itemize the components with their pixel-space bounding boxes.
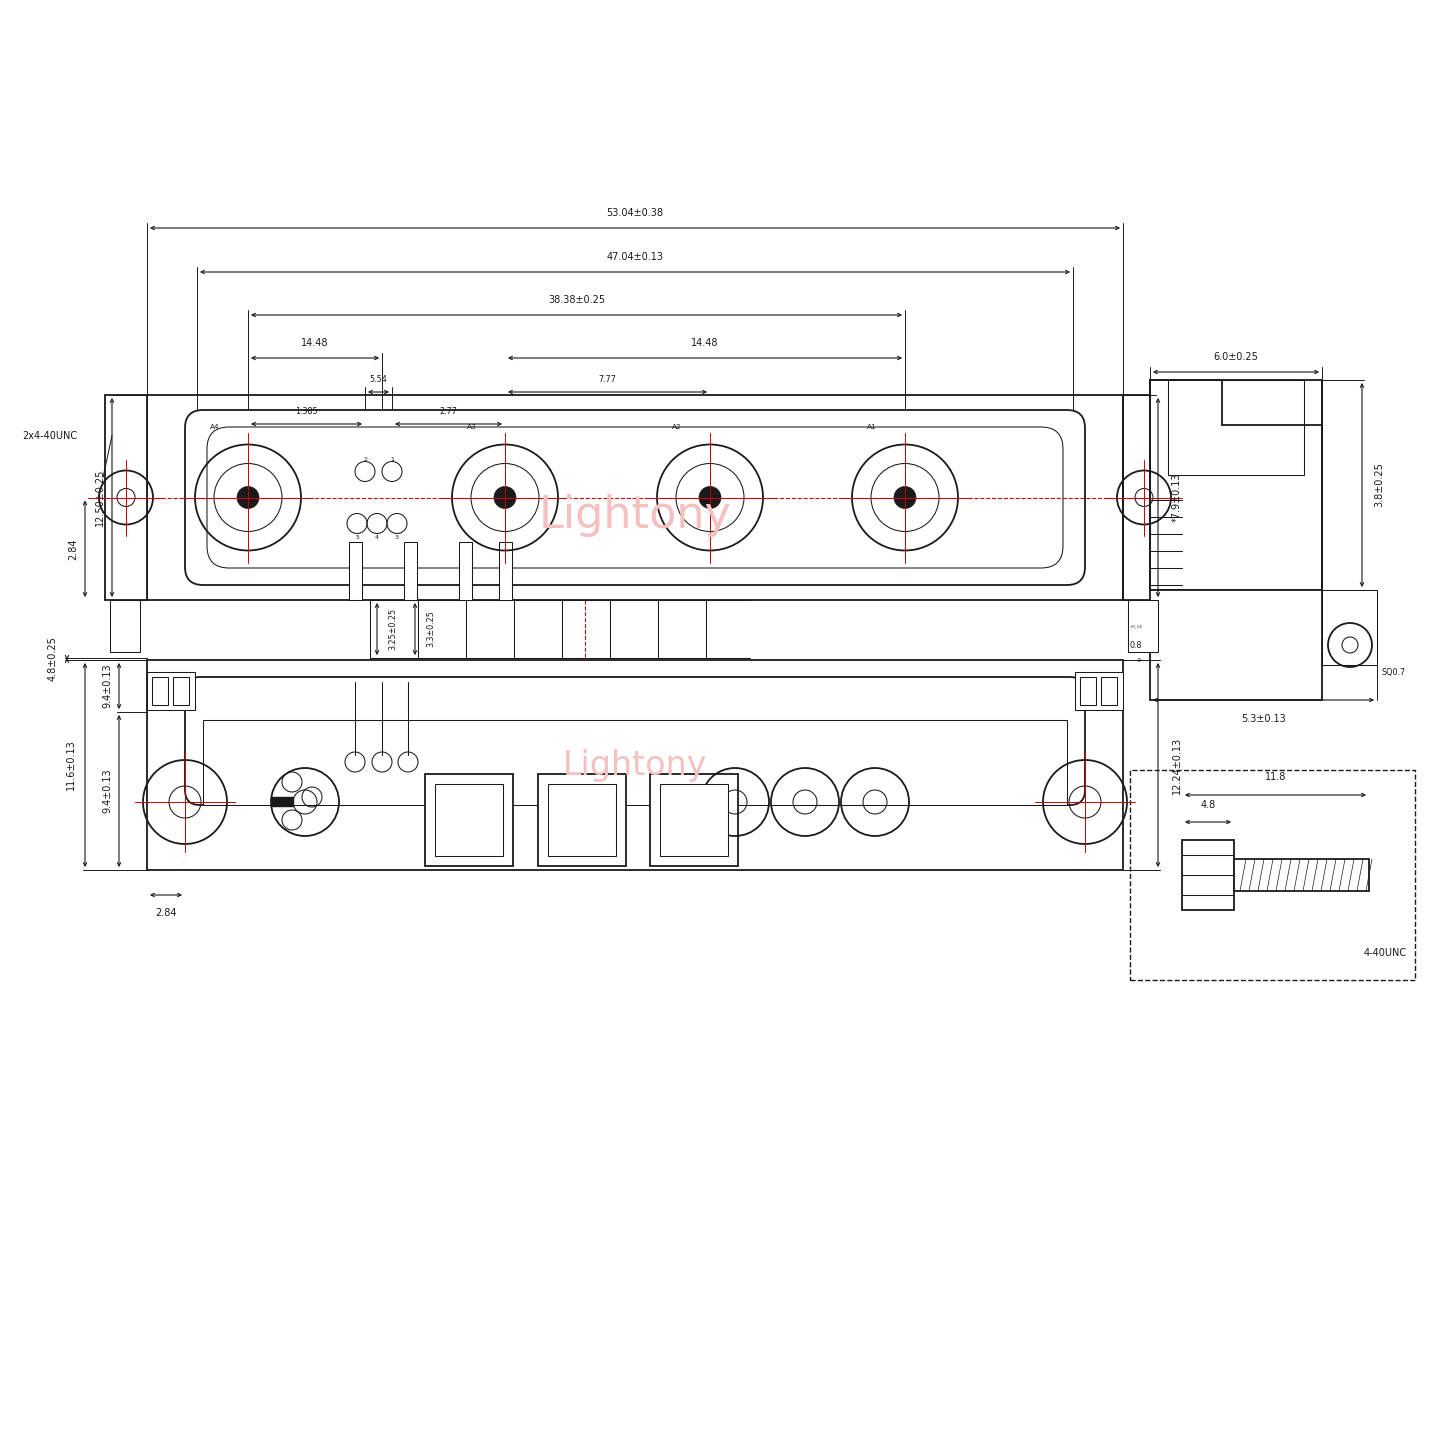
- Bar: [425, 775, 513, 865]
- Bar: [147, 660, 1123, 870]
- Text: 4.8±0.25: 4.8±0.25: [48, 636, 58, 681]
- Text: 38.38±0.25: 38.38±0.25: [549, 295, 605, 305]
- Bar: [1080, 677, 1096, 706]
- Text: 7.77: 7.77: [599, 374, 616, 384]
- Text: 12.24±0.13: 12.24±0.13: [1172, 736, 1182, 793]
- Text: 14.48: 14.48: [301, 338, 328, 348]
- Text: *7.9±0.13: *7.9±0.13: [1172, 472, 1182, 523]
- Bar: [649, 775, 737, 865]
- Bar: [1102, 677, 1117, 706]
- Text: SQ0.7: SQ0.7: [1382, 668, 1405, 677]
- Bar: [153, 677, 168, 706]
- Circle shape: [894, 487, 916, 508]
- Text: A3: A3: [467, 423, 477, 431]
- Text: 4.8: 4.8: [1201, 801, 1215, 811]
- Text: 4: 4: [374, 536, 379, 540]
- Bar: [498, 541, 511, 600]
- Bar: [458, 541, 471, 600]
- Text: ⁺⁰·¹³: ⁺⁰·¹³: [1129, 625, 1142, 631]
- Bar: [272, 796, 294, 806]
- Bar: [1322, 590, 1377, 665]
- Bar: [1128, 600, 1158, 652]
- Bar: [660, 783, 729, 855]
- Text: Lightony: Lightony: [563, 749, 707, 782]
- Text: 5.3±0.13: 5.3±0.13: [1241, 714, 1286, 724]
- Bar: [1151, 590, 1322, 700]
- Bar: [539, 775, 626, 865]
- Text: 1: 1: [390, 456, 395, 462]
- Text: 3: 3: [395, 536, 399, 540]
- FancyBboxPatch shape: [207, 428, 1063, 567]
- Bar: [435, 783, 503, 855]
- FancyBboxPatch shape: [184, 410, 1084, 585]
- Text: 5.54: 5.54: [370, 374, 387, 384]
- FancyBboxPatch shape: [184, 677, 1084, 805]
- Bar: [348, 541, 361, 600]
- Text: 2x4-40UNC: 2x4-40UNC: [22, 431, 78, 441]
- Bar: [173, 677, 189, 706]
- Text: 6.0±0.25: 6.0±0.25: [1214, 351, 1259, 361]
- Bar: [147, 395, 1123, 600]
- Text: 3.3±0.25: 3.3±0.25: [426, 611, 435, 648]
- Text: 9.4±0.13: 9.4±0.13: [102, 664, 112, 708]
- Text: 5: 5: [356, 536, 359, 540]
- Bar: [203, 720, 1067, 805]
- Bar: [1234, 860, 1369, 891]
- Text: 47.04±0.13: 47.04±0.13: [606, 252, 664, 262]
- Bar: [403, 541, 416, 600]
- Text: -0: -0: [1136, 658, 1142, 662]
- Text: 11.8: 11.8: [1264, 772, 1286, 782]
- Bar: [105, 395, 147, 600]
- Text: 1.385: 1.385: [295, 408, 318, 416]
- Text: 14.48: 14.48: [691, 338, 719, 348]
- Text: 2.77: 2.77: [439, 408, 458, 416]
- Bar: [1182, 840, 1234, 910]
- Text: A1: A1: [867, 423, 877, 431]
- Text: 4-40UNC: 4-40UNC: [1364, 948, 1407, 958]
- Text: 12.50±0.25: 12.50±0.25: [95, 469, 105, 526]
- Bar: [1123, 395, 1165, 600]
- Bar: [1076, 672, 1123, 710]
- Text: 3.8±0.25: 3.8±0.25: [1374, 462, 1384, 507]
- Bar: [1168, 380, 1305, 475]
- Text: 2: 2: [363, 456, 367, 462]
- Text: 2.84: 2.84: [68, 539, 78, 560]
- Bar: [1151, 380, 1322, 590]
- Bar: [109, 600, 140, 652]
- Text: 9.4±0.13: 9.4±0.13: [102, 769, 112, 814]
- Text: Lightony: Lightony: [539, 494, 732, 537]
- Text: 3.25±0.25: 3.25±0.25: [389, 608, 397, 649]
- Text: 53.04±0.38: 53.04±0.38: [606, 207, 664, 217]
- Bar: [549, 783, 616, 855]
- Bar: [1130, 770, 1416, 981]
- Text: A2: A2: [672, 423, 681, 431]
- Circle shape: [238, 487, 259, 508]
- Text: 2.84: 2.84: [156, 909, 177, 919]
- Circle shape: [494, 487, 516, 508]
- Text: 0.8: 0.8: [1129, 641, 1142, 649]
- Circle shape: [698, 487, 721, 508]
- Text: A4: A4: [210, 423, 220, 431]
- Bar: [147, 672, 194, 710]
- Text: 11.6±0.13: 11.6±0.13: [66, 740, 76, 791]
